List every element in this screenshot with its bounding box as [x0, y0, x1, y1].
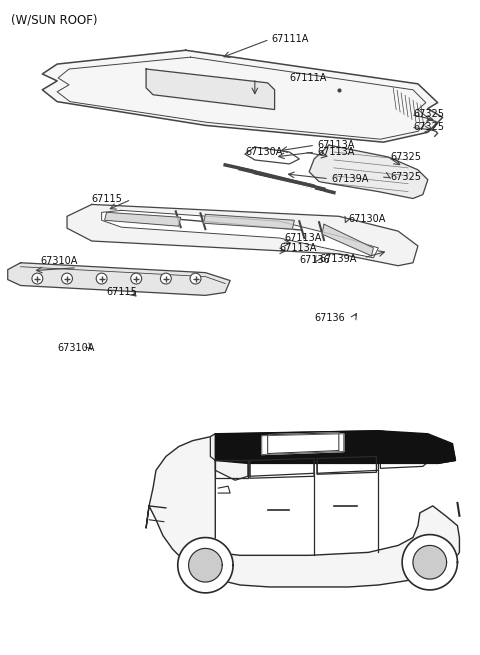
Text: 67113A: 67113A	[317, 147, 354, 157]
Polygon shape	[216, 453, 248, 480]
Polygon shape	[178, 538, 233, 593]
Polygon shape	[105, 212, 180, 226]
Text: 67325: 67325	[413, 122, 444, 132]
Polygon shape	[8, 263, 230, 295]
Text: 67111A: 67111A	[272, 34, 309, 45]
Polygon shape	[262, 434, 344, 455]
Text: 67310A: 67310A	[57, 343, 95, 353]
Polygon shape	[268, 433, 339, 453]
Circle shape	[131, 273, 142, 284]
Text: 67130A: 67130A	[349, 214, 386, 224]
Polygon shape	[402, 534, 457, 590]
Polygon shape	[146, 434, 459, 587]
Polygon shape	[102, 210, 378, 258]
Polygon shape	[216, 431, 456, 463]
Polygon shape	[204, 214, 294, 229]
Polygon shape	[235, 431, 456, 463]
Polygon shape	[42, 50, 443, 142]
Text: (W/SUN ROOF): (W/SUN ROOF)	[11, 14, 97, 27]
Text: 67113A: 67113A	[317, 140, 354, 150]
Circle shape	[96, 273, 107, 284]
Text: 67136: 67136	[314, 313, 345, 323]
Circle shape	[160, 273, 171, 284]
Text: 67130A: 67130A	[245, 147, 282, 157]
Text: 67113A: 67113A	[285, 233, 322, 243]
Text: 67325: 67325	[413, 109, 444, 119]
Text: 67139A: 67139A	[319, 253, 357, 264]
Polygon shape	[146, 69, 275, 109]
Polygon shape	[322, 224, 373, 256]
Polygon shape	[210, 434, 250, 460]
Circle shape	[32, 273, 43, 284]
Text: 67139A: 67139A	[331, 174, 368, 184]
Text: 67115: 67115	[92, 195, 122, 204]
Text: 67325: 67325	[390, 172, 421, 182]
Text: 67310A: 67310A	[40, 256, 78, 266]
Circle shape	[190, 273, 201, 284]
Text: 67113A: 67113A	[279, 243, 317, 253]
Polygon shape	[189, 548, 222, 582]
Polygon shape	[67, 204, 418, 266]
Text: 67136: 67136	[300, 255, 330, 265]
Text: 67325: 67325	[390, 152, 421, 162]
Text: 67115: 67115	[107, 288, 137, 297]
Polygon shape	[413, 546, 446, 579]
Polygon shape	[309, 145, 428, 198]
Text: 67111A: 67111A	[289, 73, 327, 83]
Circle shape	[61, 273, 72, 284]
